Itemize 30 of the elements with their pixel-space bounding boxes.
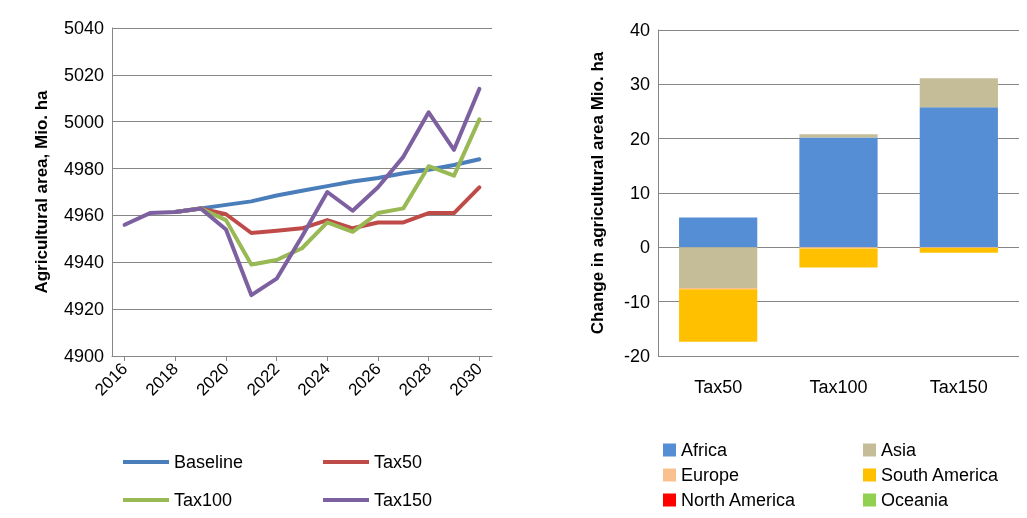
legend-label: North America xyxy=(681,490,797,510)
x-tick-label: Tax150 xyxy=(929,377,988,397)
y-tick-label: 40 xyxy=(629,20,650,40)
y-tick-label: -10 xyxy=(623,291,650,312)
legend-label: Europe xyxy=(681,465,740,485)
y-tick-label: 4920 xyxy=(63,299,104,320)
y-tick-label: 4900 xyxy=(63,346,104,366)
legend-label: Tax150 xyxy=(374,490,433,510)
y-tick-label: 4980 xyxy=(63,158,104,179)
y-tick-label: 5000 xyxy=(63,111,104,132)
legend-label: Baseline xyxy=(174,452,244,472)
legend-label: Tax50 xyxy=(374,452,423,472)
y-tick-label: 4960 xyxy=(63,205,104,226)
y-tick-label: 30 xyxy=(629,74,650,95)
y-axis-title: Agricultural area, Mio. ha xyxy=(32,89,51,294)
y-tick-label: 5040 xyxy=(63,18,104,38)
x-tick-label: Tax100 xyxy=(809,377,868,397)
y-tick-label: -20 xyxy=(623,346,650,366)
legend-label: Tax100 xyxy=(174,490,233,510)
y-tick-label: 20 xyxy=(629,128,650,149)
y-tick-label: 0 xyxy=(639,237,650,258)
y-tick-label: 4940 xyxy=(63,252,104,273)
legend-label: Africa xyxy=(681,440,728,460)
y-axis-title: Change in agricultural area Mio. ha xyxy=(588,51,607,335)
legend-label: Oceania xyxy=(881,490,950,510)
legend-label: South America xyxy=(881,465,1000,485)
x-tick-label: Tax50 xyxy=(694,377,743,397)
y-tick-label: 5020 xyxy=(63,64,104,85)
y-tick-label: 10 xyxy=(629,183,650,203)
legend-label: Asia xyxy=(881,440,917,460)
